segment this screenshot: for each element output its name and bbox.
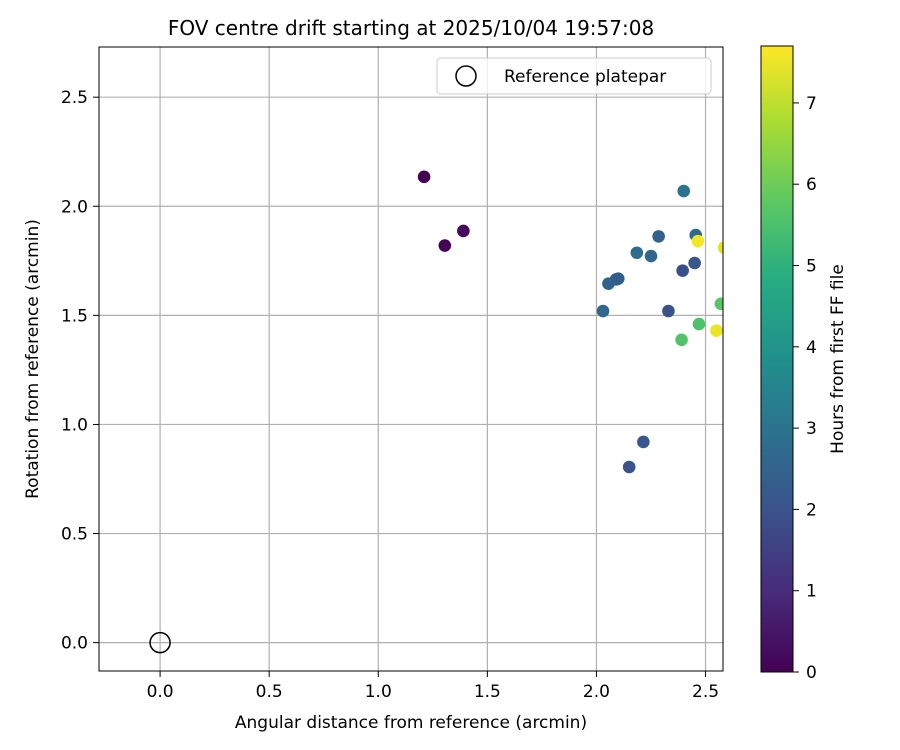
colorbar-tick-label: 7 (806, 94, 817, 114)
scatter-point (714, 297, 723, 311)
scatter-point (717, 241, 723, 254)
x-tick-label: 2.0 (583, 682, 610, 702)
scatter-point (457, 224, 470, 238)
chart-title: FOV centre drift starting at 2025/10/04 … (168, 16, 654, 40)
colorbar-label: Hours from first FF file (828, 264, 848, 454)
colorbar: 0 1 2 3 4 5 6 7 Hours from first FF file (760, 45, 848, 683)
scatter-point (630, 246, 644, 260)
colorbar-tick-label: 2 (806, 500, 817, 520)
y-tick-label: 1.5 (61, 306, 88, 326)
y-axis-ticks: 0.0 0.5 1.0 1.5 2.0 2.5 (61, 88, 99, 654)
scatter-point (652, 230, 665, 243)
colorbar-tick-label: 0 (806, 663, 817, 683)
x-tick-label: 1.5 (474, 682, 501, 702)
legend-marker (455, 65, 477, 87)
scatter-point (417, 170, 431, 184)
colorbar-tick-label: 5 (806, 257, 817, 277)
grid-lines (99, 47, 723, 671)
legend-box (436, 57, 712, 95)
scatter-point (688, 256, 701, 270)
scatter-point (710, 324, 723, 337)
legend-label: Reference platepar (504, 67, 666, 87)
scatter-point (611, 272, 625, 286)
y-tick-label: 2.5 (61, 88, 88, 108)
y-tick-label: 0.5 (61, 525, 88, 545)
x-tick-label: 1.0 (365, 682, 392, 702)
x-axis-label: Angular distance from reference (arcmin) (235, 713, 587, 733)
colorbar-tick-label: 1 (806, 582, 817, 602)
y-tick-label: 1.0 (61, 415, 88, 435)
scatter-point (662, 304, 675, 318)
colorbar-tick-label: 3 (806, 419, 817, 439)
y-tick-label: 2.0 (61, 197, 88, 217)
x-axis-ticks: 0.0 0.5 1.0 1.5 2.0 2.5 (147, 671, 719, 702)
legend: Reference platepar (436, 57, 712, 95)
scatter-point (644, 249, 658, 263)
scatter-point (677, 184, 691, 198)
colorbar-tick-label: 6 (806, 175, 817, 195)
colorbar-tick-label: 4 (806, 338, 817, 358)
scatter-point (622, 460, 636, 474)
scatter-point (691, 234, 705, 248)
y-tick-label: 0.0 (61, 634, 88, 654)
x-tick-label: 2.5 (692, 682, 719, 702)
colorbar-gradient (760, 45, 794, 673)
scatter-point (596, 304, 610, 318)
scatter-point (676, 264, 689, 277)
x-tick-label: 0.5 (256, 682, 283, 702)
reference-platepar-marker (149, 631, 171, 654)
x-tick-label: 0.0 (147, 682, 174, 702)
data-points (149, 170, 723, 654)
y-axis-label: Rotation from reference (arcmin) (23, 219, 43, 499)
scatter-point (438, 239, 452, 252)
axes-frame (98, 46, 724, 672)
colorbar-ticks: 0 1 2 3 4 5 6 7 (793, 94, 817, 683)
scatter-point (692, 317, 706, 331)
scatter-point (675, 333, 688, 347)
scatter-point (637, 435, 650, 449)
